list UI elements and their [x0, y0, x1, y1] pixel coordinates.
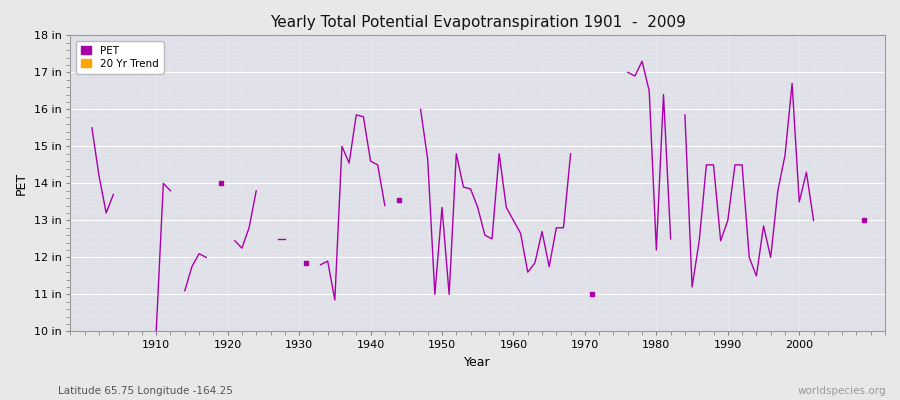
X-axis label: Year: Year — [464, 356, 491, 369]
Legend: PET, 20 Yr Trend: PET, 20 Yr Trend — [76, 40, 164, 74]
Text: worldspecies.org: worldspecies.org — [798, 386, 886, 396]
Text: Latitude 65.75 Longitude -164.25: Latitude 65.75 Longitude -164.25 — [58, 386, 233, 396]
Y-axis label: PET: PET — [15, 172, 28, 195]
Title: Yearly Total Potential Evapotranspiration 1901  -  2009: Yearly Total Potential Evapotranspiratio… — [270, 15, 686, 30]
